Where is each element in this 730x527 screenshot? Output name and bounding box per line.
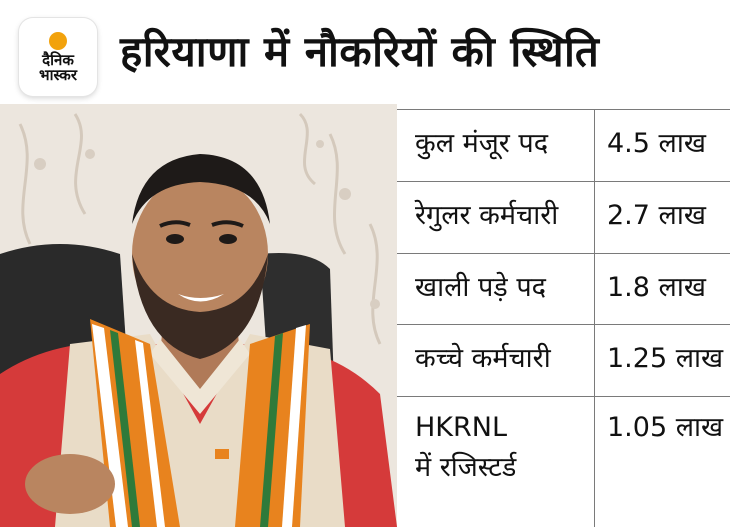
row-label: HKRNL [415, 412, 508, 443]
dainik-bhaskar-logo: दैनिक भास्कर [19, 18, 97, 96]
table-row: HKRNL में रजिस्टर्ड 1.05 लाख [397, 396, 730, 527]
row-label: कुल मंजूर पद [415, 128, 549, 159]
logo-line2: भास्कर [39, 65, 77, 84]
row-value: 4.5 लाख [607, 128, 706, 159]
row-value: 1.8 लाख [607, 272, 706, 303]
politician-photo [0, 104, 397, 527]
row-label: कच्चे कर्मचारी [415, 343, 551, 374]
table-row: खाली पड़े पद 1.8 लाख [397, 253, 730, 325]
row-value: 2.7 लाख [607, 200, 706, 231]
logo-line1: दैनिक [42, 50, 74, 69]
table-row: कच्चे कर्मचारी 1.25 लाख [397, 324, 730, 397]
page-title: हरियाणा में नौकरियों की स्थिति [120, 27, 600, 76]
row-label: रेगुलर कर्मचारी [415, 200, 559, 231]
jobs-table: कुल मंजूर पद 4.5 लाख रेगुलर कर्मचारी 2.7… [397, 104, 730, 527]
row-value: 1.05 लाख [607, 412, 724, 443]
sun-icon [49, 31, 67, 50]
header: दैनिक भास्कर हरियाणा में नौकरियों की स्थ… [0, 0, 730, 104]
table-row: कुल मंजूर पद 4.5 लाख [397, 109, 730, 182]
row-label-line2: में रजिस्टर्ड [415, 452, 517, 483]
table-row: रेगुलर कर्मचारी 2.7 लाख [397, 181, 730, 254]
table-top-rule [397, 109, 730, 110]
table-column-divider [594, 109, 595, 527]
row-label: खाली पड़े पद [415, 272, 546, 303]
row-value: 1.25 लाख [607, 343, 724, 374]
